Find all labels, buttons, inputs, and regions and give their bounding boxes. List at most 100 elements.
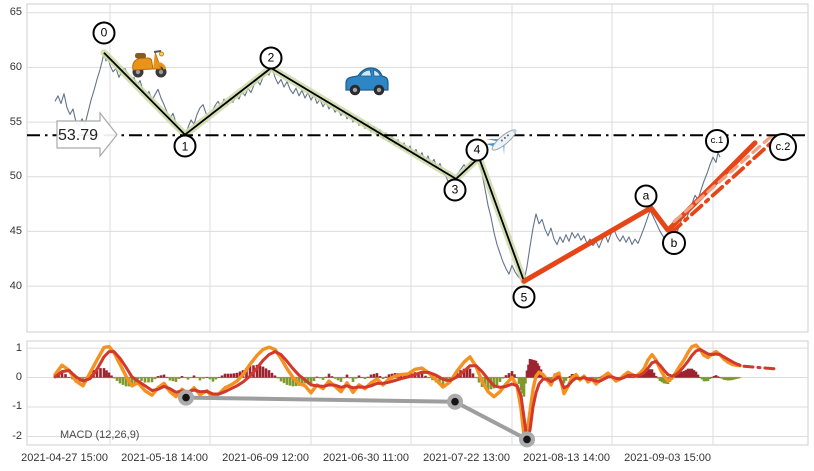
macd-histogram-bar [734,377,738,380]
macd-histogram-bar [192,375,196,378]
macd-histogram-bar [312,377,316,382]
macd-histogram-bar [736,377,740,379]
macd-histogram-bar [202,377,205,379]
macd-histogram-bar [694,371,698,378]
macd-histogram-bar [150,377,154,383]
wave-label-c.1: c.1 [705,129,729,154]
macd-histogram-bar [214,377,218,380]
macd-histogram-bar [351,377,355,382]
macd-histogram-bar [342,377,346,379]
macd-histogram-bar [728,377,732,381]
macd-histogram-bar [654,376,658,378]
macd-histogram-bar [279,377,283,382]
macd-histogram-bar [525,370,529,378]
plane-icon [485,129,517,156]
macd-histogram-bar [360,377,364,378]
macd-histogram-bar [658,377,662,382]
abc-wave-dashdot-line [669,141,772,236]
macd-histogram-bar [492,377,496,389]
macd-histogram-bar [309,377,313,386]
macd-histogram-bar [226,373,230,378]
macd-histogram-bar [564,377,568,381]
macd-histogram-bar [515,377,519,379]
macd-histogram-bar [465,368,469,378]
macd-histogram-bar [60,371,64,378]
macd-histogram-bar [510,371,514,378]
macd-histogram-bar [162,374,166,378]
macd-histogram-bar [357,375,361,378]
macd-histogram-bar [140,377,143,381]
macd-histogram-bar [336,377,340,381]
macd-histogram-bar [547,377,551,380]
abc-wave-dashed-line [672,134,774,224]
price-level-value: 53.79 [58,127,98,144]
macd-histogram-bar [660,377,664,383]
macd-histogram-bar [501,377,505,379]
wave-label-a: a [634,184,658,208]
macd-histogram-bar [700,377,704,380]
macd-histogram-bar [708,377,712,380]
macd-histogram-bar [261,366,265,378]
macd-histogram-bar [636,376,640,378]
macd-histogram-bar [112,377,116,379]
macd-histogram-bar [527,364,530,378]
macd-histogram-bar [345,374,349,378]
macd-histogram-bar [696,374,700,378]
macd-histogram-bar [95,368,99,378]
macd-histogram-bar [220,375,224,378]
macd-histogram-bar [333,377,337,379]
macd-histogram-bar [195,377,199,379]
macd-histogram-bar [656,377,660,379]
macd-histogram-bar [674,375,678,378]
macd-histogram-bar [596,377,600,379]
wave-label-2: 2 [259,46,283,70]
macd-histogram-bar [171,377,175,382]
macd-histogram-bar [180,376,184,378]
wave-line [103,52,525,282]
macd-histogram-bar [198,377,202,381]
macd-histogram-bar [115,377,119,381]
macd-histogram-bar [424,375,427,378]
macd-histogram-bar [642,373,646,378]
macd-histogram-bar [102,368,106,378]
macd-indicator-label: MACD (12,26,9) [60,429,140,441]
macd-histogram-bar [676,373,680,378]
macd-histogram-bar [730,377,734,381]
macd-histogram-bar [156,376,160,378]
macd-histogram-bar [143,377,147,383]
divergence-dot [182,393,190,402]
macd-histogram-bar [348,377,352,379]
macd-histogram-bar [522,377,526,397]
macd-histogram-bar [232,373,236,378]
panel-border [26,340,809,446]
macd-histogram-bar [165,377,169,379]
macd-histogram-bar [264,368,268,378]
macd-histogram-bar [99,368,102,378]
macd-histogram-bar [208,377,212,380]
macd-histogram-bar [714,375,718,378]
macd-histogram-bar [530,359,533,378]
macd-histogram-bar [67,377,71,378]
macd-histogram-bar [427,377,431,379]
macd-histogram-bar [590,376,594,378]
price-panel-layer [27,49,808,285]
macd-histogram-bar [722,377,726,380]
macd-histogram-bar [217,377,221,378]
macd-histogram-bar [315,376,319,378]
macd-histogram-bar [255,364,259,378]
macd-histogram-bar [702,377,706,382]
macd-histogram-bar [690,368,694,378]
macd-panel-layer [53,343,776,448]
macd-histogram-bar [592,377,596,379]
macd-histogram-bar [732,377,736,380]
macd-histogram-bar [318,377,322,379]
macd-histogram-bar [110,375,113,378]
macd-histogram-bar [372,373,376,378]
macd-histogram-bar [528,358,532,378]
macd-histogram-bar [64,374,67,378]
macd-histogram-bar [652,372,656,378]
macd-histogram-bar [339,377,343,382]
macd-histogram-bar [678,372,682,378]
macd-histogram-bar [270,372,274,378]
